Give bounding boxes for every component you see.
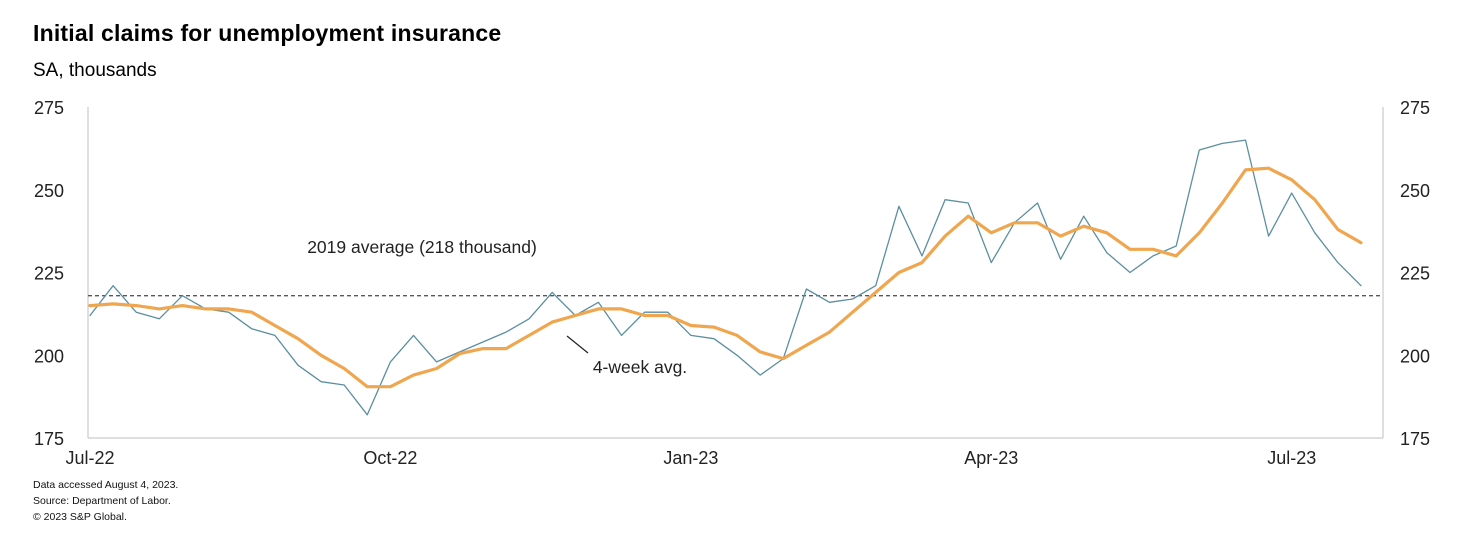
y-tick-label-left: 250: [34, 181, 64, 201]
annotation-label: 4-week avg.: [593, 357, 687, 377]
y-tick-label-left: 175: [34, 429, 64, 449]
y-tick-label-left: 225: [34, 264, 64, 284]
x-tick-label: Jan-23: [663, 448, 718, 468]
chart-title: Initial claims for unemployment insuranc…: [33, 20, 502, 46]
y-tick-label-right: 175: [1400, 429, 1430, 449]
chart-axes: 175 175 200 200 225 225 250 250 275 275 Jul-22 Oct-…: [34, 98, 1430, 468]
annotation-group: 4-week avg.: [566, 335, 687, 377]
y-tick-label-left: 275: [34, 98, 64, 118]
note-accessed: Data accessed August 4, 2023.: [33, 479, 179, 491]
y-tick-label-right: 275: [1400, 98, 1430, 118]
y-tick-label-left: 200: [34, 346, 64, 366]
y-tick-label-right: 200: [1400, 346, 1430, 366]
y-tick-label-right: 250: [1400, 181, 1430, 201]
x-tick-label: Jul-23: [1267, 448, 1316, 468]
reference-line-label: 2019 average (218 thousand): [307, 237, 537, 257]
series-group: [88, 139, 1363, 416]
series-line-4-week-avg: [88, 166, 1363, 389]
series-line-initial-claims: [89, 139, 1362, 416]
note-source: Source: Department of Labor.: [33, 495, 171, 507]
chart-subtitle: SA, thousands: [33, 60, 157, 81]
x-tick-label: Jul-22: [65, 448, 114, 468]
chart-notes: Data accessed August 4, 2023. Source: De…: [33, 477, 178, 525]
annotation-leader-line: [566, 335, 589, 354]
x-tick-label: Apr-23: [964, 448, 1018, 468]
x-tick-label: Oct-22: [363, 448, 417, 468]
note-copyright: © 2023 S&P Global.: [33, 511, 127, 523]
reference-line-group: 2019 average (218 thousand): [88, 237, 1383, 297]
y-tick-label-right: 225: [1400, 264, 1430, 284]
